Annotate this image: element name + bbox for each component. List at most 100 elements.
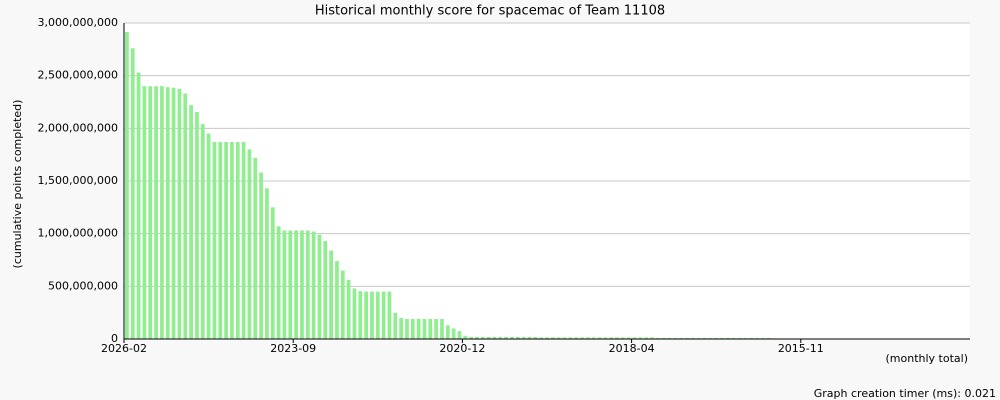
x-tick-label: 2018-04 <box>609 342 655 355</box>
bar <box>673 337 678 339</box>
bar <box>568 337 573 339</box>
bar <box>445 325 450 339</box>
bar <box>620 337 625 339</box>
bar <box>375 291 380 339</box>
bar <box>696 337 701 339</box>
y-axis-label: (cumulative points completed) <box>11 100 24 269</box>
footer: Graph creation timer (ms): 0.021 <box>814 387 996 400</box>
x-tick-label: 2026-02 <box>101 342 147 355</box>
bar <box>743 337 748 339</box>
bar <box>370 291 374 339</box>
bar <box>755 337 759 339</box>
bar <box>650 337 654 339</box>
bar <box>125 31 129 339</box>
x-tick-label: 2023-09 <box>270 342 316 355</box>
bar <box>230 142 234 339</box>
y-tick-label: 1,500,000,000 <box>38 174 118 187</box>
bar <box>661 337 666 339</box>
bar <box>475 336 479 339</box>
bar <box>177 88 182 339</box>
bar <box>195 112 199 339</box>
x-tick-label: 2015-11 <box>778 342 824 355</box>
bar <box>726 337 730 339</box>
bar <box>708 337 713 339</box>
bar <box>311 231 316 339</box>
bar <box>521 336 526 339</box>
bar <box>329 250 333 339</box>
bar <box>212 142 217 339</box>
bar <box>160 86 164 339</box>
bar <box>282 230 287 339</box>
bar <box>340 270 345 339</box>
bar <box>556 337 561 339</box>
bar <box>766 337 771 339</box>
bar <box>276 226 281 339</box>
bar <box>148 86 153 339</box>
bar <box>749 337 754 339</box>
bar <box>410 318 415 339</box>
bar <box>714 337 719 339</box>
bar <box>352 288 357 339</box>
bar <box>165 87 170 340</box>
bar <box>259 172 263 339</box>
y-tick-label: 1,000,000,000 <box>38 227 118 240</box>
bar <box>603 337 608 339</box>
chart-title: Historical monthly score for spacemac of… <box>315 4 665 19</box>
bar <box>288 230 293 339</box>
bar <box>253 157 258 339</box>
bar <box>480 336 485 339</box>
bar <box>644 337 649 339</box>
bar <box>585 337 590 339</box>
bar <box>335 261 339 339</box>
bar <box>451 328 456 339</box>
bar <box>241 142 246 339</box>
bar <box>702 337 707 339</box>
bar <box>183 93 188 339</box>
bar <box>515 336 520 339</box>
bar <box>550 337 555 339</box>
bar <box>545 337 549 339</box>
y-tick-label: 0 <box>111 332 118 345</box>
bar <box>626 337 631 339</box>
bar <box>416 318 421 339</box>
bar <box>434 318 439 339</box>
bar <box>609 337 614 339</box>
y-tick-label: 2,000,000,000 <box>38 121 118 134</box>
bar <box>510 336 514 339</box>
bar <box>580 337 584 339</box>
bar <box>358 291 363 339</box>
bar <box>533 336 538 339</box>
bar <box>346 280 351 339</box>
bar <box>142 86 147 339</box>
bar <box>463 335 468 339</box>
bar <box>247 149 252 339</box>
bar <box>655 337 660 339</box>
bar <box>457 331 462 339</box>
bar <box>690 337 695 339</box>
bar <box>130 48 135 339</box>
bar <box>171 87 176 339</box>
bar <box>562 337 567 339</box>
bar <box>498 336 503 339</box>
bar <box>761 337 765 339</box>
bar <box>300 230 304 339</box>
bar <box>720 337 724 339</box>
bar <box>492 336 497 339</box>
bar <box>224 142 228 339</box>
bar <box>189 105 193 339</box>
bar <box>136 72 141 340</box>
bar <box>615 337 619 339</box>
bar <box>364 291 368 339</box>
bar <box>679 337 684 339</box>
bar <box>294 230 298 339</box>
bar <box>218 142 223 339</box>
bar <box>667 337 672 339</box>
bar <box>405 318 409 339</box>
bar <box>154 86 158 339</box>
bar <box>731 337 736 339</box>
bar <box>685 337 689 339</box>
bar <box>422 318 427 339</box>
bar <box>539 337 544 339</box>
bar <box>387 291 392 339</box>
